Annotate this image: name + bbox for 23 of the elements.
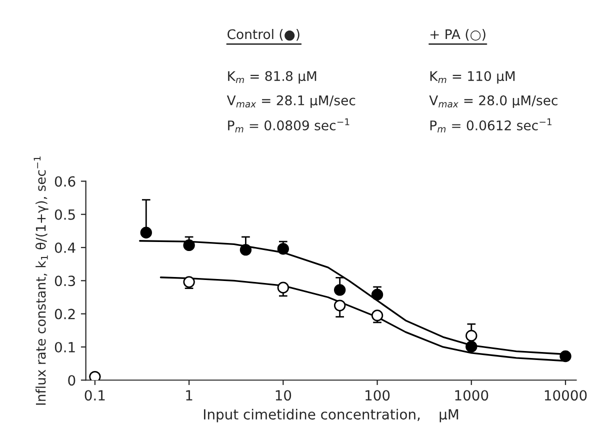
- x-axis-title: Input cimetidine concentration, μM: [204, 408, 458, 422]
- text: V$_{max}$ = 28.1 μM/sec: [226, 95, 356, 108]
- x-tick-label: 0.1: [84, 390, 105, 401]
- y-tick-label: 0.3: [54, 276, 75, 286]
- text: V$_{max}$ = 28.0 μM/sec: [429, 95, 558, 108]
- x-tick-label: 10000: [544, 390, 587, 401]
- y-tick-label: 0.4: [54, 242, 76, 253]
- y-tick-label: 0.2: [54, 308, 75, 320]
- x-tick-label: 1: [186, 390, 192, 400]
- x-tick-label: 1000: [455, 390, 488, 401]
- text: Control (●): [228, 28, 300, 41]
- text: + PA (○): [430, 28, 486, 41]
- text: P$_{m}$ = 0.0809 sec$^{−1}$: [228, 118, 350, 132]
- y-tick-label: 0.5: [54, 209, 75, 220]
- y-tick-label: 0: [68, 375, 76, 386]
- x-tick-label: 10: [276, 390, 292, 401]
- text: K$_{m}$ = 81.8 μM: [228, 71, 316, 84]
- y-axis-title: Influx rate constant, k$_{1}$ θ/(1+γ), sec$^{−1}$: [34, 156, 48, 405]
- y-tick-label: 0.6: [54, 176, 76, 187]
- x-tick-label: 100: [366, 390, 390, 401]
- text: P$_{m}$ = 0.0612 sec$^{−1}$: [430, 118, 552, 132]
- y-tick-label: 0.1: [54, 342, 75, 352]
- text: K$_{m}$ = 110 μM: [430, 71, 515, 84]
